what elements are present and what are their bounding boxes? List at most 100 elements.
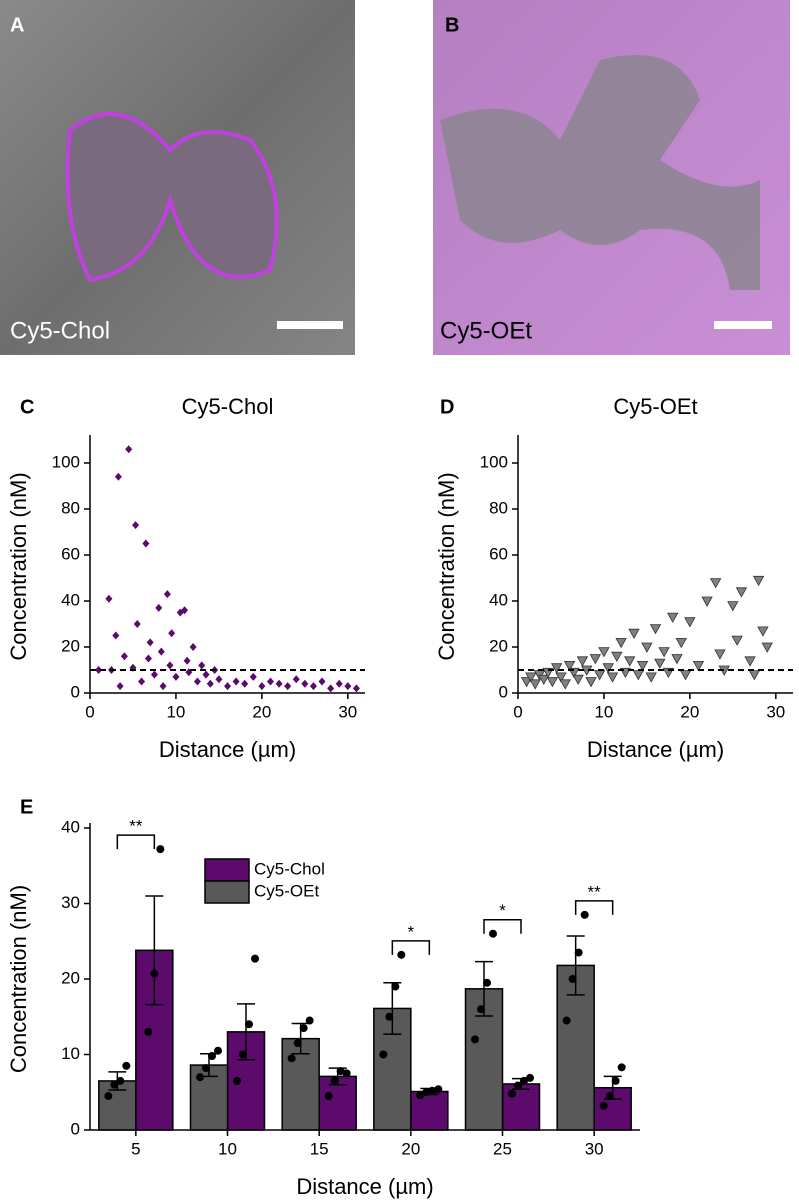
data-point	[477, 1005, 485, 1014]
point	[193, 677, 201, 686]
bar	[501, 1083, 541, 1131]
point	[142, 539, 150, 548]
point	[525, 672, 537, 683]
point	[701, 596, 713, 607]
point	[555, 672, 567, 683]
point	[105, 594, 113, 603]
data-point	[202, 1064, 210, 1073]
data-point	[483, 978, 491, 987]
data-point	[617, 1063, 626, 1072]
point	[132, 521, 140, 530]
point	[606, 672, 619, 683]
y-tick-label: 10	[61, 1044, 80, 1063]
data-point	[391, 982, 400, 991]
data-point	[471, 1035, 479, 1044]
y-tick-label: 40	[489, 590, 508, 609]
y-tick-label: 80	[61, 498, 80, 517]
point	[163, 590, 171, 599]
point	[649, 624, 662, 635]
chart-title: Cy5-OEt	[613, 394, 697, 419]
point	[144, 654, 152, 663]
y-tick-label: 100	[52, 452, 80, 471]
point	[520, 677, 533, 688]
data-point	[428, 1086, 437, 1095]
data-point	[514, 1081, 522, 1090]
point	[183, 656, 191, 665]
point	[645, 672, 657, 683]
point	[671, 654, 683, 665]
x-tick-label: 5	[131, 1139, 140, 1158]
point	[114, 472, 122, 481]
data-point	[508, 1089, 516, 1098]
point	[206, 679, 214, 688]
data-point	[324, 1092, 333, 1101]
y-tick-label: 20	[61, 968, 80, 987]
y-tick-label: 60	[489, 544, 508, 563]
data-point	[239, 1050, 247, 1059]
point	[624, 656, 636, 667]
data-point	[293, 1039, 302, 1048]
legend-swatch	[204, 880, 250, 904]
x-tick-label: 20	[252, 702, 271, 721]
y-axis-label: Concentration (nM)	[434, 472, 459, 660]
panel-label: E	[20, 796, 33, 818]
point	[615, 638, 627, 649]
error-bar	[237, 1003, 255, 1061]
point	[636, 661, 649, 672]
x-tick-label: 15	[310, 1139, 329, 1158]
y-tick-label: 20	[61, 636, 80, 655]
point	[602, 663, 614, 674]
legend-swatch	[204, 858, 250, 882]
panel-label: C	[20, 396, 34, 418]
data-point	[104, 1092, 113, 1101]
y-tick-label: 40	[61, 817, 80, 836]
point	[735, 587, 748, 598]
y-tick-label: 100	[480, 452, 508, 471]
y-tick-label: 0	[71, 682, 80, 701]
point	[572, 674, 584, 686]
image-caption: Cy5-Chol	[10, 317, 110, 344]
y-axis-label: Concentration (nM)	[6, 885, 31, 1073]
data-point	[599, 1101, 608, 1110]
point	[258, 682, 266, 691]
error-bar	[145, 895, 164, 1006]
data-point	[330, 1076, 339, 1085]
point	[202, 670, 210, 679]
point	[150, 670, 158, 679]
point	[318, 677, 326, 686]
data-point	[379, 1050, 388, 1059]
x-tick-label: 20	[680, 702, 699, 721]
point	[344, 682, 352, 691]
point	[301, 679, 309, 688]
y-tick-label: 30	[61, 893, 80, 912]
point	[181, 606, 189, 615]
point	[189, 643, 197, 651]
data-point	[385, 1012, 394, 1021]
data-point	[156, 845, 165, 854]
data-point	[562, 1016, 571, 1025]
point	[284, 682, 292, 691]
significance-label: *	[408, 922, 415, 941]
point	[593, 670, 606, 681]
x-tick-label: 10	[166, 702, 185, 721]
point	[95, 666, 103, 674]
panel-label: B	[445, 14, 459, 36]
data-point	[122, 1061, 131, 1070]
point	[654, 658, 666, 669]
significance-bracket	[574, 900, 614, 915]
point	[684, 617, 696, 628]
point	[744, 656, 756, 667]
point	[761, 642, 773, 653]
significance-label: *	[499, 901, 506, 920]
point	[275, 679, 283, 688]
point	[585, 677, 597, 688]
data-point	[611, 1076, 620, 1085]
y-tick-label: 0	[499, 682, 508, 701]
point	[125, 445, 133, 454]
point	[116, 682, 124, 691]
y-tick-label: 60	[61, 544, 80, 563]
data-point	[196, 1073, 204, 1082]
y-axis-label: Concentration (nM)	[6, 472, 31, 660]
data-point	[287, 1054, 296, 1063]
